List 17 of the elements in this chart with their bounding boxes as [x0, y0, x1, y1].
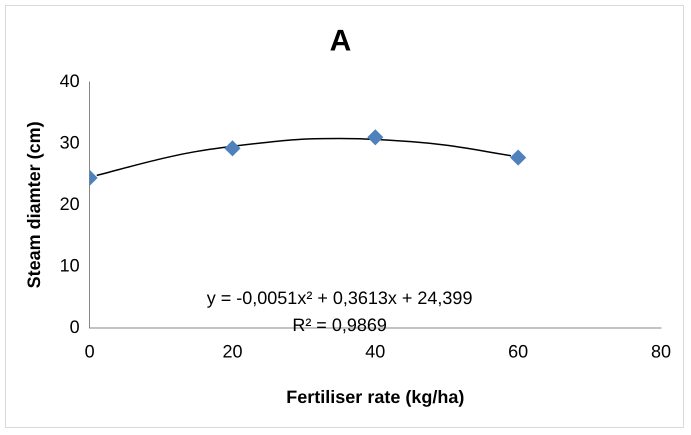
y-axis-title: Steam diamter (cm) — [24, 121, 44, 288]
y-tick-label: 0 — [70, 316, 80, 337]
y-tick-label: 40 — [60, 70, 80, 91]
point — [368, 130, 384, 146]
annotation: R² = 0,9869 — [292, 314, 387, 335]
x-axis-title: Fertiliser rate (kg/ha) — [286, 387, 464, 408]
x-tick-label: 0 — [84, 342, 95, 362]
point — [510, 150, 526, 166]
x-tick-label: 80 — [650, 342, 672, 362]
chart-title: A — [330, 24, 352, 58]
x-tick-label: 60 — [508, 342, 528, 362]
y-tick-label: 30 — [60, 132, 80, 152]
y-tick-label: 10 — [60, 255, 80, 276]
y-tick-label: 20 — [60, 194, 80, 214]
x-tick-label: 20 — [222, 342, 242, 362]
x-tick-label: 40 — [365, 342, 386, 362]
annotation: y = -0,0051x² + 0,3613x + 24,399 — [206, 288, 472, 308]
